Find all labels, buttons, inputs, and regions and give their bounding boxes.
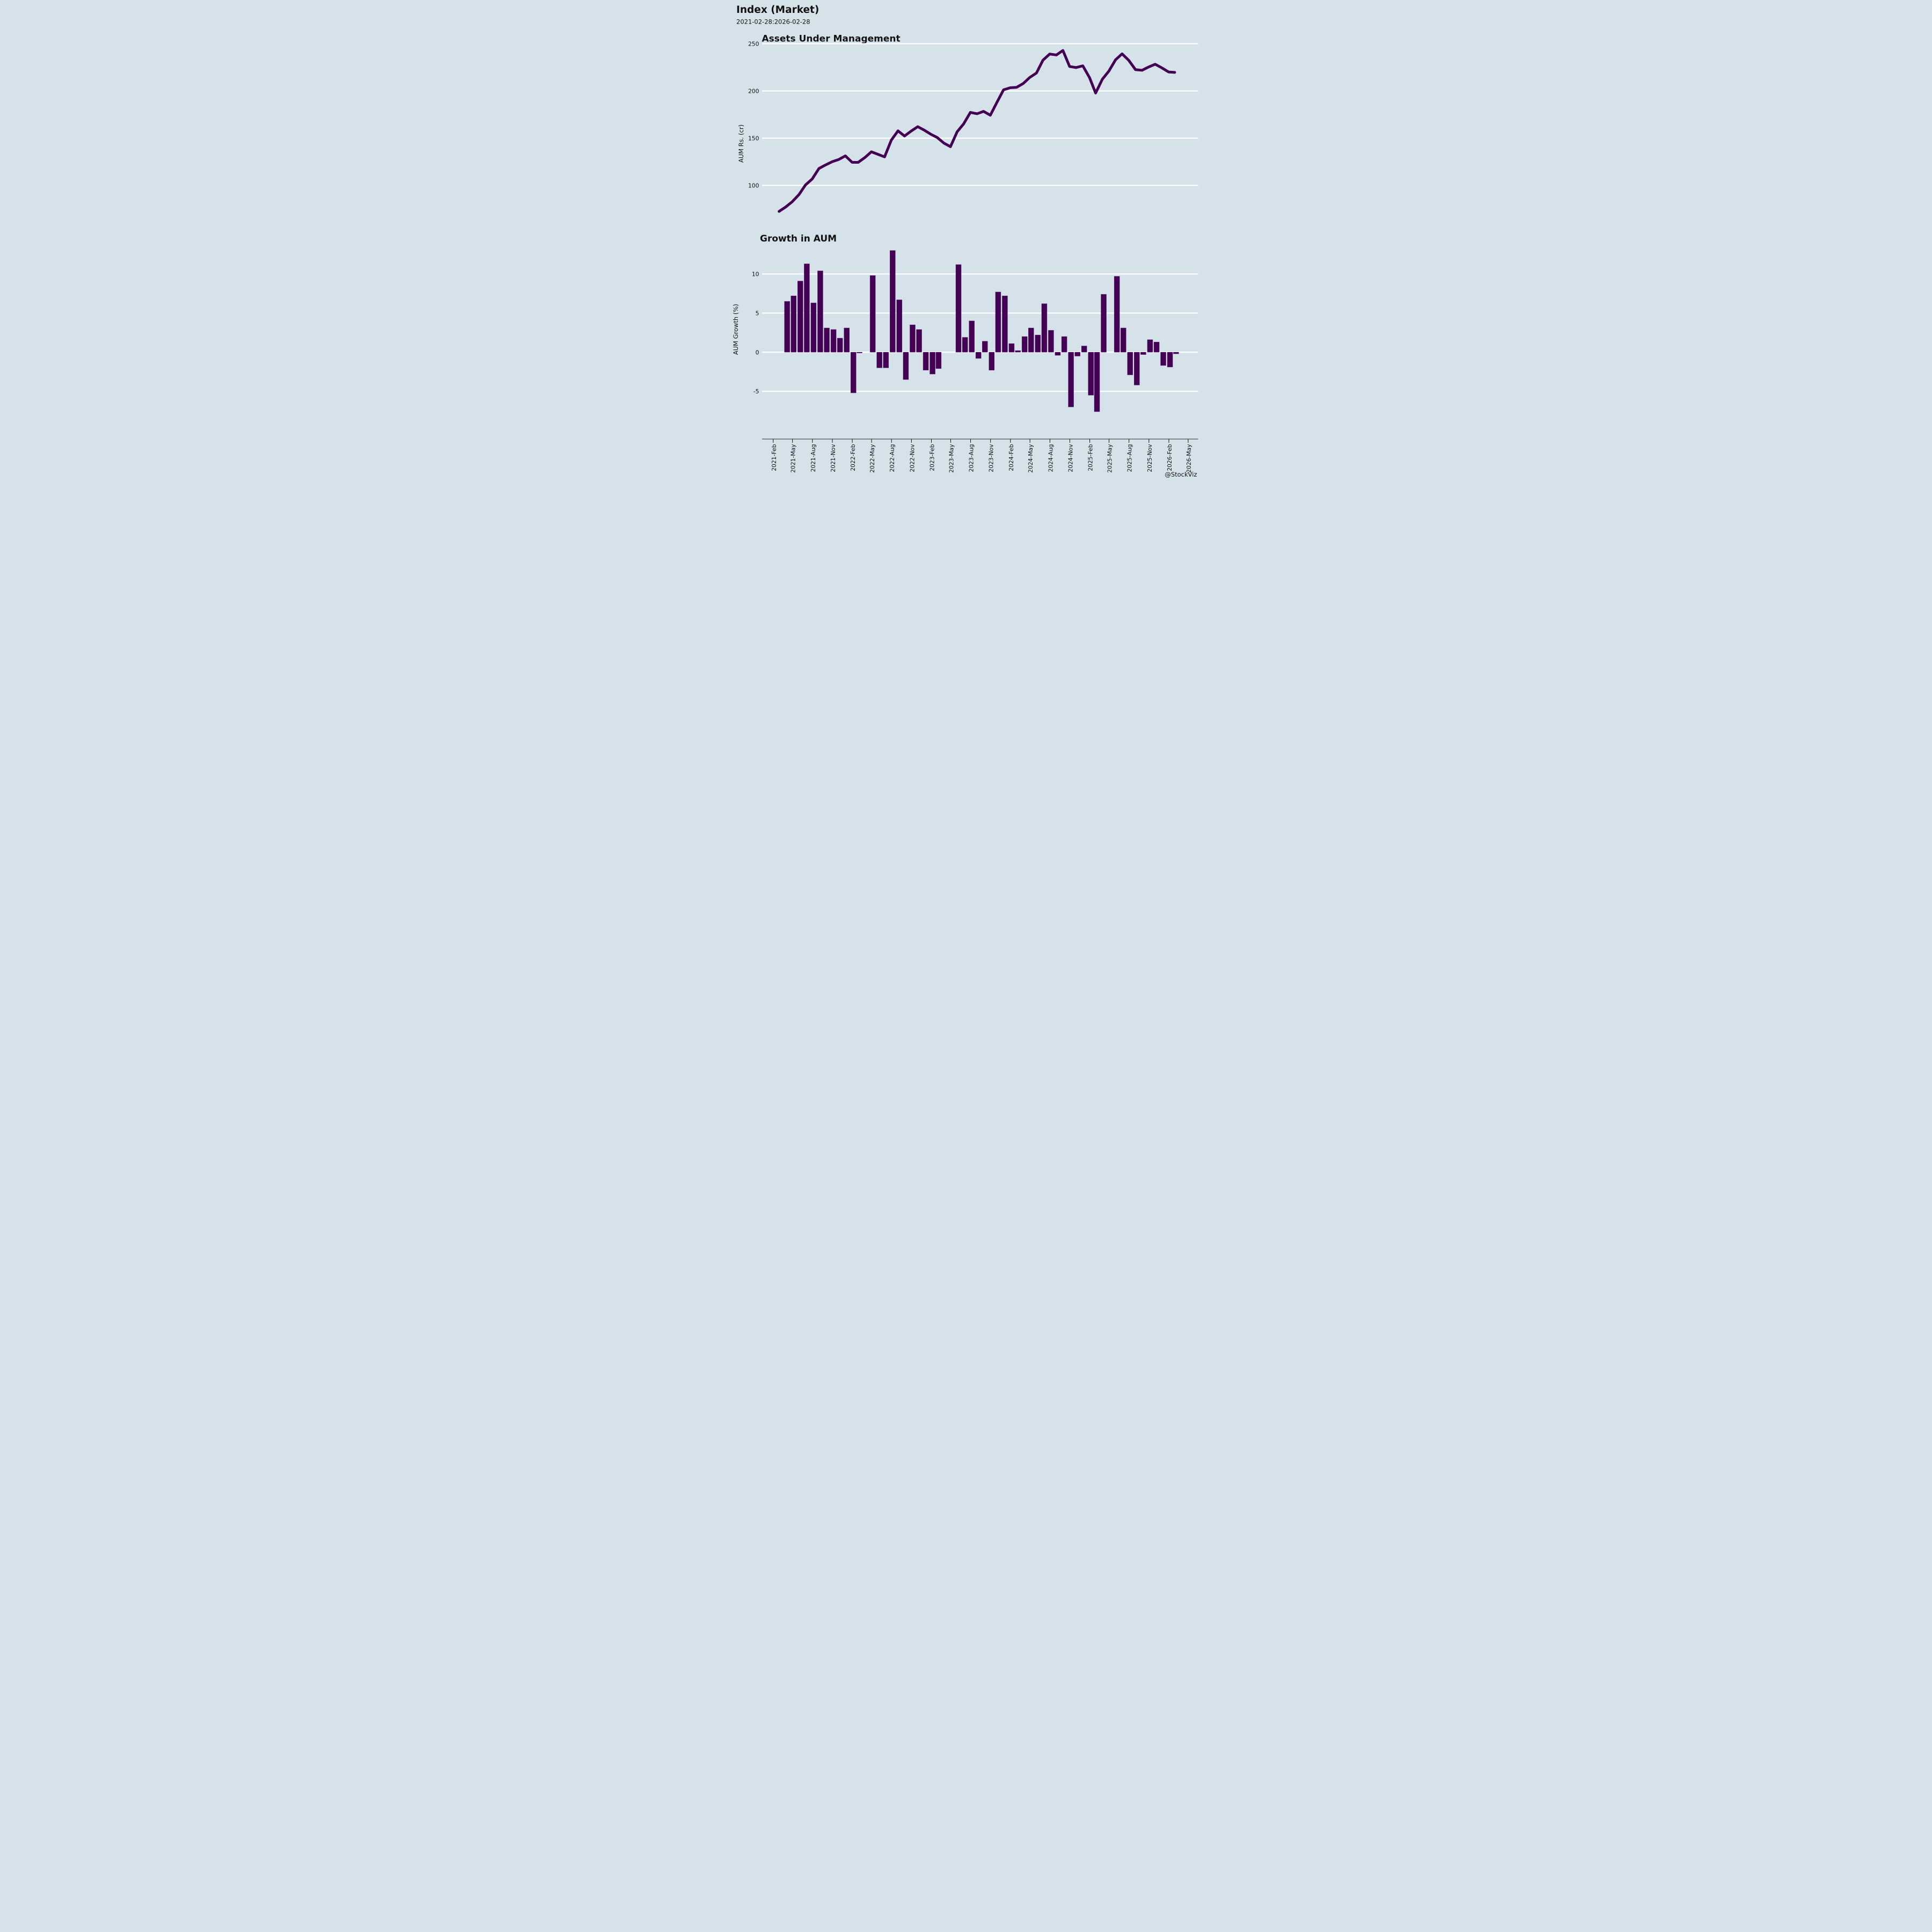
top-chart-title: Assets Under Management: [762, 34, 901, 45]
bottom-chart-title: Growth in AUM: [760, 233, 837, 244]
growth-bar: [1140, 352, 1146, 355]
x-tick-label: 2021-Feb: [771, 444, 778, 471]
chart-figure: Index (Market) 2021-02-28:2026-02-28 Ass…: [724, 0, 1208, 483]
growth-bar: [923, 352, 929, 371]
x-tick-label: 2025-May: [1107, 444, 1114, 473]
x-tick-label: 2023-Aug: [968, 444, 975, 472]
x-tick-label: 2021-May: [790, 444, 797, 473]
growth-bar: [1160, 352, 1166, 366]
x-tick-label: 2022-Feb: [850, 444, 857, 471]
growth-bar: [1134, 352, 1140, 385]
growth-bar: [784, 301, 790, 353]
x-tick-label: 2025-Nov: [1146, 444, 1153, 472]
top-ytick-label: 250: [748, 41, 759, 48]
growth-bar: [1088, 352, 1094, 396]
growth-bar: [817, 270, 823, 353]
top-ytick-label: 100: [748, 182, 759, 189]
growth-bar: [857, 352, 862, 353]
growth-bar: [1008, 343, 1015, 353]
top-ytick-label: 200: [748, 88, 759, 95]
chart-canvas: Index (Market) 2021-02-28:2026-02-28 Ass…: [732, 4, 1198, 478]
growth-bar: [1028, 327, 1034, 353]
growth-bar: [1127, 352, 1133, 375]
growth-bar: [1055, 352, 1061, 356]
growth-bar: [810, 303, 817, 353]
bottom-ytick-label: 0: [756, 349, 759, 356]
growth-bar: [1121, 327, 1126, 353]
x-tick-label: 2021-Aug: [810, 444, 817, 472]
growth-bar: [791, 296, 797, 353]
growth-bar: [995, 291, 1001, 353]
growth-bar: [1048, 330, 1054, 353]
growth-bar: [1173, 352, 1179, 354]
growth-bar: [1015, 350, 1021, 353]
x-tick-label: 2022-Nov: [909, 444, 916, 472]
growth-bar: [890, 250, 896, 353]
top-ytick-label: 150: [748, 135, 759, 142]
x-tick-label: 2024-May: [1027, 444, 1034, 473]
growth-bar: [844, 327, 850, 353]
growth-bar: [876, 352, 882, 368]
x-tick-label: 2025-Aug: [1126, 444, 1133, 472]
growth-bar: [896, 299, 903, 353]
growth-bar: [1074, 352, 1080, 356]
bottom-ytick-label: 5: [756, 310, 759, 317]
growth-bar: [1153, 342, 1160, 353]
growth-bar: [955, 264, 962, 353]
growth-bar: [989, 352, 995, 371]
growth-bar: [1041, 303, 1048, 353]
page-subtitle: 2021-02-28:2026-02-28: [736, 18, 810, 26]
data-layer: [778, 49, 1179, 412]
growth-bar: [1147, 339, 1153, 353]
growth-bar: [797, 281, 803, 353]
growth-bar: [969, 320, 975, 353]
growth-bar: [935, 352, 942, 369]
growth-bar: [1002, 296, 1008, 353]
bottom-ytick-label: -5: [753, 388, 759, 395]
growth-bar: [1068, 352, 1074, 407]
growth-bar: [910, 324, 916, 353]
x-tick-label: 2024-Nov: [1067, 444, 1074, 472]
x-tick-label: 2026-Feb: [1166, 444, 1173, 471]
growth-bar: [903, 352, 909, 380]
growth-bar: [883, 352, 889, 368]
x-tick-label: 2025-Feb: [1087, 444, 1094, 471]
growth-bar: [1035, 334, 1041, 353]
watermark: @StockViz: [1165, 471, 1197, 478]
x-tick-label: 2023-Nov: [988, 444, 995, 472]
page-title: Index (Market): [736, 4, 819, 16]
aum-line: [778, 49, 1176, 213]
growth-bar: [1021, 336, 1028, 353]
x-tick-label: 2021-Nov: [830, 444, 837, 472]
growth-bar: [1094, 352, 1100, 412]
top-chart-ylabel: AUM Rs. (cr): [737, 125, 745, 163]
growth-bar: [830, 329, 837, 353]
growth-bar: [1167, 352, 1173, 368]
x-tick-label: 2024-Feb: [1008, 444, 1015, 471]
x-tick-label: 2026-May: [1185, 444, 1192, 473]
growth-bar: [962, 337, 968, 353]
x-tick-label: 2023-Feb: [929, 444, 936, 471]
growth-bar: [869, 275, 876, 353]
bottom-ytick-label: 10: [752, 271, 759, 278]
growth-bar: [982, 341, 988, 353]
growth-bar: [930, 352, 935, 375]
growth-bar: [1081, 346, 1087, 353]
x-tick-label: 2022-May: [869, 444, 876, 473]
growth-bar: [975, 352, 982, 359]
x-tick-label: 2022-Aug: [889, 444, 896, 472]
x-tick-label: 2024-Aug: [1047, 444, 1054, 472]
growth-bar: [837, 338, 843, 353]
growth-bar: [850, 352, 857, 393]
growth-bar: [1114, 276, 1120, 353]
growth-bar: [1101, 294, 1107, 353]
bottom-chart-ylabel: AUM Growth (%): [732, 304, 740, 355]
growth-bar: [916, 329, 922, 353]
growth-bar: [824, 327, 830, 353]
growth-bar: [804, 264, 810, 353]
axis-layer: 2021-Feb 2021-May 2021-Aug 2021-Nov 2022-Feb…: [762, 438, 1198, 473]
x-tick-label: 2023-May: [948, 444, 955, 473]
growth-bar: [1061, 336, 1067, 353]
